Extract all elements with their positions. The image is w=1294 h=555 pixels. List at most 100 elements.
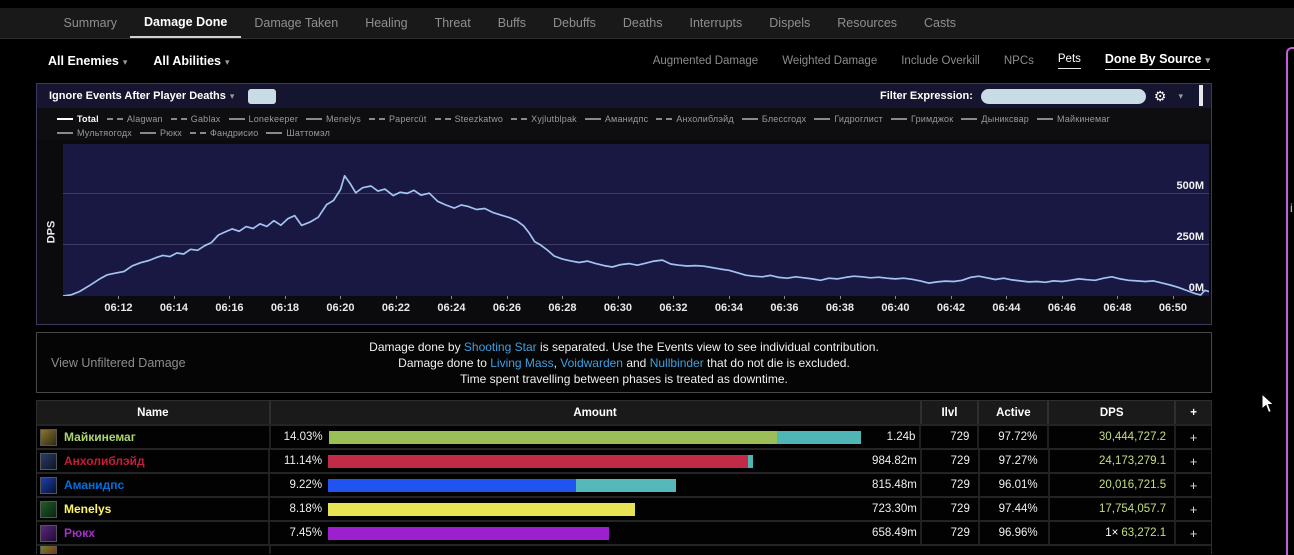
x-tick-mark bbox=[784, 296, 786, 299]
legend-label: Шаттомэл bbox=[286, 128, 331, 138]
player-name-link[interactable]: Menelys bbox=[64, 502, 112, 516]
legend-item[interactable]: Alagwan bbox=[106, 114, 163, 124]
player-name-link[interactable]: Рюкх bbox=[64, 526, 95, 540]
nav-tab[interactable]: Summary bbox=[63, 16, 117, 30]
table-row-partial[interactable] bbox=[37, 544, 1211, 554]
legend-item[interactable]: Фандрисио bbox=[189, 128, 258, 138]
nav-tab[interactable]: Debuffs bbox=[553, 16, 596, 30]
toggle-option[interactable]: Include Overkill bbox=[901, 55, 980, 67]
expand-row-button[interactable]: + bbox=[1189, 477, 1198, 493]
col-header-active[interactable]: Active bbox=[979, 401, 1050, 424]
filter-expression-input[interactable] bbox=[980, 88, 1146, 104]
legend-item[interactable]: Steezkatwo bbox=[434, 114, 504, 124]
nav-tab[interactable]: Deaths bbox=[622, 16, 663, 30]
chevron-down-icon[interactable]: ▾ bbox=[1178, 90, 1183, 101]
nav-tab[interactable]: Interrupts bbox=[689, 16, 743, 30]
nav-tab[interactable]: Buffs bbox=[497, 16, 526, 30]
table-row[interactable]: Menelys 8.18% 723.30m 729 97.44% 17,754,057.7… bbox=[37, 496, 1211, 520]
expand-row-button[interactable]: + bbox=[1189, 429, 1198, 445]
toggle-option[interactable]: Done By Source ▾ bbox=[1104, 52, 1210, 70]
active-percent: 97.44% bbox=[980, 498, 1050, 520]
table-row[interactable]: Анхолиблэйд 11.14% 984.82m 729 97.27% 24,173,… bbox=[37, 448, 1211, 472]
top-nav: Summary Damage Done Damage Taken Healing Thr… bbox=[0, 8, 1294, 39]
entity-link[interactable]: Voidwarden bbox=[560, 355, 623, 370]
legend-item[interactable]: Дыниксвар bbox=[961, 114, 1029, 124]
nav-tab[interactable]: Dispels bbox=[769, 16, 811, 30]
legend-item[interactable]: Lonekeeper bbox=[228, 114, 299, 124]
legend-item[interactable]: Блессгодх bbox=[741, 114, 807, 124]
col-header-name[interactable]: Name bbox=[37, 401, 271, 424]
toggle-option[interactable]: NPCs bbox=[1004, 55, 1034, 67]
legend-item[interactable]: Gablax bbox=[170, 114, 221, 124]
damage-percent: 11.14% bbox=[283, 455, 323, 467]
gear-icon[interactable]: ⚙ bbox=[1153, 88, 1167, 104]
legend-item[interactable]: Гидроглист bbox=[814, 114, 883, 124]
nav-tab[interactable]: Casts bbox=[924, 16, 956, 30]
toggle-option[interactable]: Pets bbox=[1057, 53, 1081, 69]
expand-row-button[interactable]: + bbox=[1189, 501, 1198, 517]
nav-tab[interactable]: Threat bbox=[434, 16, 471, 30]
dps-chart[interactable]: 0M 250M 500M bbox=[63, 144, 1209, 296]
legend-label: Total bbox=[77, 114, 99, 124]
nav-tab[interactable]: Healing bbox=[365, 16, 408, 30]
legend-item[interactable]: Шаттомэл bbox=[266, 128, 330, 138]
table-row[interactable]: Аманидпс 9.22% 815.48m 729 96.01% 20,016,721.… bbox=[37, 472, 1211, 496]
deaths-filter-dropdown[interactable]: Ignore Events After Player Deaths bbox=[49, 90, 226, 102]
deaths-count-box[interactable] bbox=[248, 88, 277, 104]
legend-line-swatch bbox=[189, 132, 206, 134]
col-header-ilvl[interactable]: Ilvl bbox=[922, 401, 980, 424]
table-row[interactable]: Майкинемаг 14.03% 1.24b 729 97.72% 30,444,727… bbox=[37, 424, 1211, 448]
x-tick-label: 06:50 bbox=[1158, 302, 1187, 314]
damage-bar bbox=[328, 502, 866, 516]
legend-item[interactable]: Menelys bbox=[306, 114, 361, 124]
amount-value: 984.82m bbox=[872, 455, 917, 467]
gridline bbox=[63, 244, 1209, 245]
notice-line: Damage done by Shooting Star is separate… bbox=[37, 339, 1211, 355]
nav-tab[interactable]: Resources bbox=[837, 16, 898, 30]
entity-link[interactable]: Nullbinder bbox=[649, 355, 704, 370]
entity-link[interactable]: Living Mass bbox=[490, 355, 554, 370]
x-axis: 06:12 06:14 06:16 06:18 06:20 06:22 06:24 06:26… bbox=[63, 296, 1209, 320]
item-level: 729 bbox=[922, 498, 980, 520]
dps-value: 63,272.1 bbox=[1121, 527, 1167, 539]
item-level: 729 bbox=[922, 522, 980, 544]
player-name-link[interactable]: Анхолиблэйд bbox=[64, 454, 145, 468]
col-header-amount[interactable]: Amount bbox=[271, 401, 922, 424]
filter-dropdown[interactable]: All Abilities ▾ bbox=[153, 52, 229, 70]
col-header-plus[interactable]: + bbox=[1190, 406, 1197, 419]
view-unfiltered-damage-link[interactable]: View Unfiltered Damage bbox=[51, 355, 186, 370]
notice-segment: and bbox=[622, 355, 650, 370]
legend-item[interactable]: Xyjlutblpak bbox=[511, 114, 577, 124]
filter-dropdown[interactable]: All Enemies ▾ bbox=[48, 52, 127, 70]
legend-item[interactable]: Papercüt bbox=[368, 114, 427, 124]
toggle-option[interactable]: Weighted Damage bbox=[782, 55, 877, 67]
maximize-icon[interactable] bbox=[1199, 85, 1203, 106]
nav-tab[interactable]: Damage Done bbox=[130, 8, 241, 38]
class-icon bbox=[40, 476, 57, 494]
legend-item[interactable]: Total bbox=[57, 114, 99, 124]
legend-item[interactable]: Анхолиблэйд bbox=[656, 114, 734, 124]
notice-segment: , bbox=[553, 355, 561, 370]
toggle-option-label: Weighted Damage bbox=[782, 55, 878, 67]
legend-item[interactable]: Майкинемаг bbox=[1037, 114, 1110, 124]
legend-item[interactable]: Мультяогодх bbox=[57, 128, 132, 138]
graph-toolbar: Ignore Events After Player Deaths ▾ Filt… bbox=[37, 84, 1211, 108]
x-tick-label: 06:20 bbox=[326, 302, 355, 314]
col-header-dps[interactable]: DPS bbox=[1049, 401, 1177, 424]
legend-label: Дыниксвар bbox=[981, 114, 1029, 124]
x-tick-label: 06:32 bbox=[659, 302, 688, 314]
toggle-option[interactable]: Augmented Damage bbox=[653, 55, 758, 67]
x-tick-mark bbox=[673, 296, 675, 299]
entity-link[interactable]: Shooting Star bbox=[463, 339, 537, 354]
x-tick-mark bbox=[395, 296, 397, 299]
player-name-link[interactable]: Майкинемаг bbox=[64, 430, 136, 444]
player-name-link[interactable]: Аманидпс bbox=[64, 478, 125, 492]
legend-item[interactable]: Гримджок bbox=[891, 114, 953, 124]
legend-item[interactable]: Рюкх bbox=[139, 128, 182, 138]
nav-tab[interactable]: Damage Taken bbox=[254, 16, 339, 30]
legend-item[interactable]: Аманидпс bbox=[584, 114, 648, 124]
expand-row-button[interactable]: + bbox=[1189, 525, 1198, 541]
expand-row-button[interactable]: + bbox=[1189, 453, 1198, 469]
legend-label: Блессгодх bbox=[761, 114, 807, 124]
table-row[interactable]: Рюкх 7.45% 658.49m 729 96.96% 1× 63,272.1 + bbox=[37, 520, 1211, 544]
